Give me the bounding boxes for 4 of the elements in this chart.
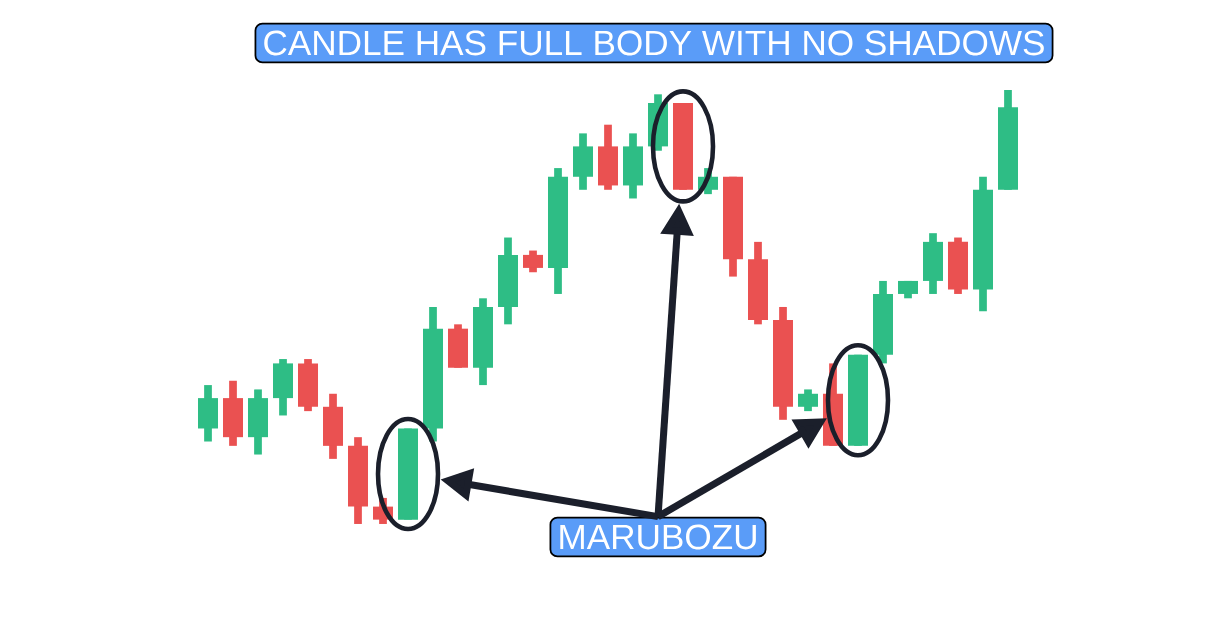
candlestick — [798, 389, 819, 412]
text: MARUBOZU — [560, 524, 756, 550]
candlestick — [523, 250, 543, 273]
text: CANDLE HAS FULL BODY WITH NO SHADOWS — [264, 30, 1044, 56]
